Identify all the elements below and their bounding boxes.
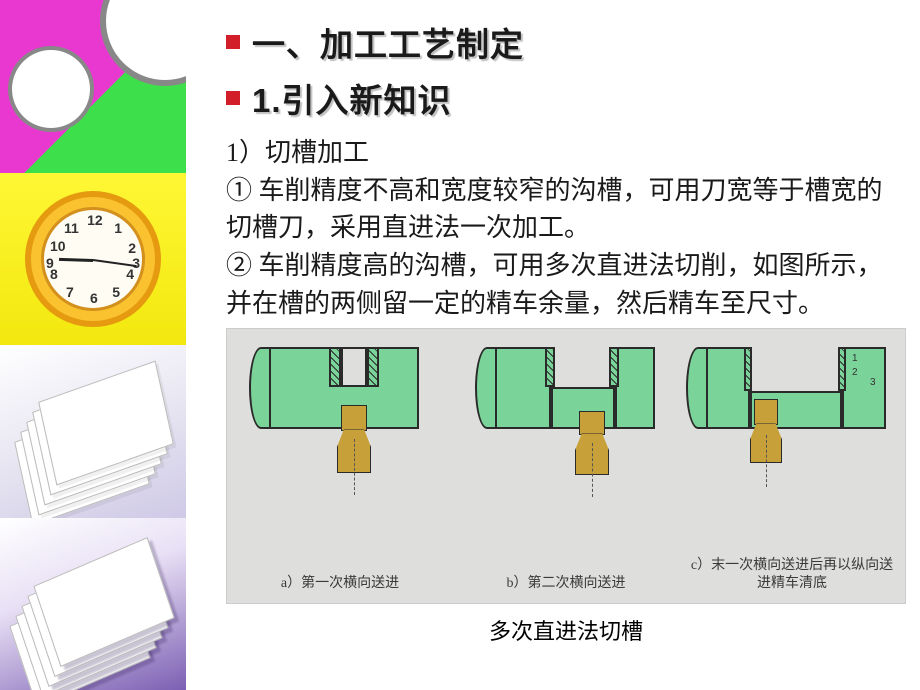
body-line: ② 车削精度高的沟槽，可用多次直进法切削，如图所示，并在槽的两侧留一定的精车余量… <box>226 247 906 322</box>
decorative-sidebar: 12 1 2 3 4 5 6 7 8 9 10 11 <box>0 0 186 690</box>
clock-number: 4 <box>126 266 134 282</box>
paper-stack <box>14 546 164 666</box>
figure-label-a: a）第一次横向送进 <box>277 575 403 599</box>
figure-panel-c: 1 2 3 c）末一次横向送进后再以纵向送进精车清底 <box>679 329 905 603</box>
heading-1: 一、加工工艺制定 <box>226 18 906 66</box>
clock-number: 6 <box>90 290 98 306</box>
groove-hatch <box>545 347 555 387</box>
workpiece-bar-left <box>495 347 551 429</box>
alarm-clock: 12 1 2 3 4 5 6 7 8 9 10 11 <box>25 191 161 327</box>
clock-number: 7 <box>66 284 74 300</box>
workpiece-c: 1 2 3 <box>692 339 892 437</box>
clock-number: 5 <box>112 284 120 300</box>
body-line: 1）切槽加工 <box>226 134 906 172</box>
tool-centerline <box>354 439 355 495</box>
clock-number: 1 <box>114 220 122 236</box>
clock-hour-hand <box>59 258 93 262</box>
clock-number: 12 <box>87 212 103 228</box>
groove-hatch <box>838 347 846 391</box>
clock-wheel-large <box>100 0 186 86</box>
step-marker: 3 <box>870 377 876 388</box>
paper-stack <box>14 373 164 493</box>
heading-1-text: 一、加工工艺制定 <box>252 18 524 66</box>
cutting-tool-tip <box>754 399 778 425</box>
cutting-tool-tip <box>579 411 605 435</box>
slide-page: 12 1 2 3 4 5 6 7 8 9 10 11 <box>0 0 920 690</box>
clock-number: 2 <box>128 240 136 256</box>
tool-centerline <box>766 435 767 487</box>
workpiece-a <box>255 339 425 437</box>
clock-wheel-small <box>8 46 94 132</box>
slide-content: 一、加工工艺制定 1.引入新知识 1）切槽加工 ① 车削精度不高和宽度较窄的沟槽… <box>186 0 920 690</box>
heading-2-text: 1.引入新知识 <box>252 74 452 122</box>
bullet-icon <box>226 35 240 49</box>
step-marker: 2 <box>852 367 858 378</box>
groove-hatch <box>609 347 619 387</box>
workpiece-bar-right <box>615 347 655 429</box>
bullet-icon <box>226 91 240 105</box>
clock-number: 11 <box>64 220 79 236</box>
figure-panel-a: a）第一次横向送进 <box>227 329 453 603</box>
sidebar-image-papers-dark <box>0 518 186 690</box>
clock-number: 10 <box>50 238 66 254</box>
figure-panel-b: b）第二次横向送进 <box>453 329 679 603</box>
clock-minute-hand <box>93 259 137 267</box>
clock-number: 9 <box>46 255 54 271</box>
grooving-process-figure: a）第一次横向送进 b）第二次横向送进 <box>226 328 906 604</box>
groove-hatch <box>329 347 341 387</box>
groove-slot <box>341 347 367 387</box>
step-marker: 1 <box>852 353 858 364</box>
groove-hatch <box>367 347 379 387</box>
heading-2: 1.引入新知识 <box>226 74 906 122</box>
workpiece-b <box>481 339 651 437</box>
figure-label-c: c）末一次横向送进后再以纵向送进精车清底 <box>683 557 901 599</box>
sidebar-image-clock-yellow: 12 1 2 3 4 5 6 7 8 9 10 11 <box>0 173 186 346</box>
workpiece-bar-right <box>842 347 886 429</box>
clock-face: 12 1 2 3 4 5 6 7 8 9 10 11 <box>41 207 145 311</box>
cutting-tool-tip <box>341 405 367 431</box>
groove-hatch <box>744 347 752 391</box>
sidebar-image-papers-light <box>0 345 186 518</box>
body-line: ① 车削精度不高和宽度较窄的沟槽，可用刀宽等于槽宽的切槽刀，采用直进法一次加工。 <box>226 172 906 247</box>
tool-centerline <box>592 443 593 497</box>
figure-caption: 多次直进法切槽 <box>226 614 906 646</box>
body-text-block: 1）切槽加工 ① 车削精度不高和宽度较窄的沟槽，可用刀宽等于槽宽的切槽刀，采用直… <box>226 134 906 322</box>
figure-label-b: b）第二次横向送进 <box>503 575 630 599</box>
sidebar-image-clocks-magenta <box>0 0 186 173</box>
